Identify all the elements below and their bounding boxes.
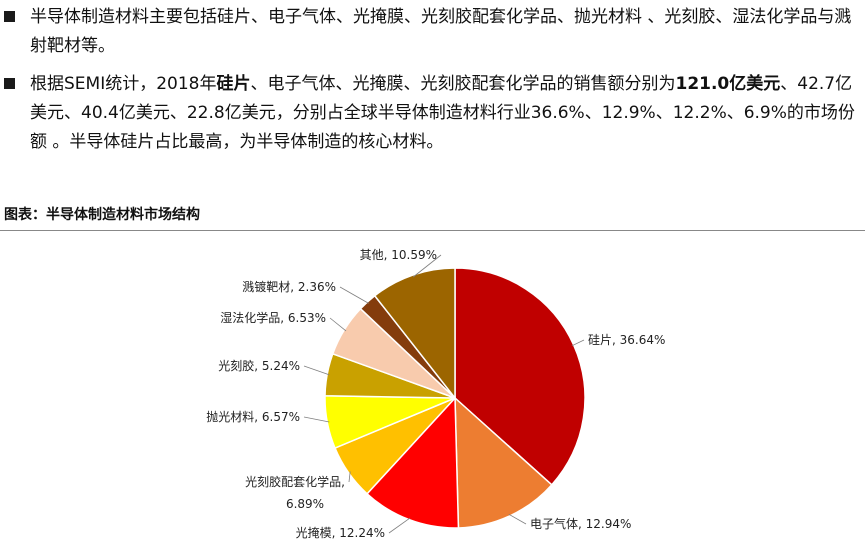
bullet-2-bold-wafer: 硅片 — [216, 74, 251, 94]
slice-label-电子气体: 电子气体, 12.94% — [530, 516, 631, 531]
slice-label-湿法化学品: 湿法化学品, 6.53% — [220, 310, 326, 325]
bullet-square-icon — [4, 78, 15, 89]
leader-line-其他 — [412, 254, 442, 278]
leader-line-光刻胶 — [303, 365, 330, 376]
pie-slice-其他 — [373, 267, 456, 401]
bullet-item-1: 半导体制造材料主要包括硅片、电子气体、光掩膜、光刻胶配套化学品、抛光材料 、光刻… — [0, 3, 860, 61]
leader-line-硅片 — [571, 339, 585, 347]
bullet-item-2: 根据SEMI统计，2018年硅片、电子气体、光掩膜、光刻胶配套化学品的销售额分别… — [0, 70, 860, 157]
slice-label-value-光刻胶配套化学品: 6.89% — [286, 497, 324, 511]
bullet-2-bold-amount: 121.0亿美元 — [675, 74, 781, 94]
leader-line-溅镀靶材 — [339, 286, 369, 304]
bullet-text-2: 根据SEMI统计，2018年硅片、电子气体、光掩膜、光刻胶配套化学品的销售额分别… — [30, 70, 860, 157]
leader-line-光掩模 — [388, 517, 411, 534]
slice-label-溅镀靶材: 溅镀靶材, 2.36% — [242, 279, 336, 294]
pie-chart: 硅片, 36.64% 电子气体, 12.94% 光掩模, 12.24% 光刻胶配套化学… — [206, 248, 665, 540]
slice-label-抛光材料: 抛光材料, 6.57% — [206, 409, 300, 424]
bullet-2-rest: 、42.7亿美元、40.4亿美元、22.8亿美元，分别占全球半导体制造材料行业3… — [30, 74, 855, 152]
pie-slice-光掩模 — [366, 396, 460, 529]
bullet-square-icon — [4, 11, 15, 22]
pie-slice-电子气体 — [454, 396, 553, 529]
leader-line-湿法化学品 — [329, 317, 347, 332]
slice-label-光掩模: 光掩模, 12.24% — [296, 526, 385, 540]
leader-line-抛光材料 — [303, 416, 330, 423]
slice-label-其他: 其他, 10.59% — [360, 248, 437, 262]
bullet-text-1: 半导体制造材料主要包括硅片、电子气体、光掩膜、光刻胶配套化学品、抛光材料 、光刻… — [30, 7, 852, 56]
figure-divider — [0, 230, 865, 231]
bullet-2-intro: 根据SEMI统计，2018年 — [30, 74, 217, 94]
slice-label-硅片: 硅片, 36.64% — [588, 333, 665, 347]
leader-line-电子气体 — [508, 513, 527, 525]
pie-slices — [324, 267, 586, 529]
slice-label-光刻胶配套化学品: 光刻胶配套化学品, — [245, 474, 345, 489]
pie-labels: 硅片, 36.64% 电子气体, 12.94% 光掩模, 12.24% 光刻胶配套化学… — [206, 248, 665, 540]
bullet-2-middle: 、电子气体、光掩膜、光刻胶配套化学品的销售额分别为 — [250, 74, 676, 94]
figure-title: 图表：半导体制造材料市场结构 — [4, 207, 200, 223]
pie-leader-lines — [303, 254, 585, 534]
slice-label-光刻胶: 光刻胶, 5.24% — [218, 358, 300, 373]
leader-line-光刻胶配套化学品 — [348, 471, 351, 483]
